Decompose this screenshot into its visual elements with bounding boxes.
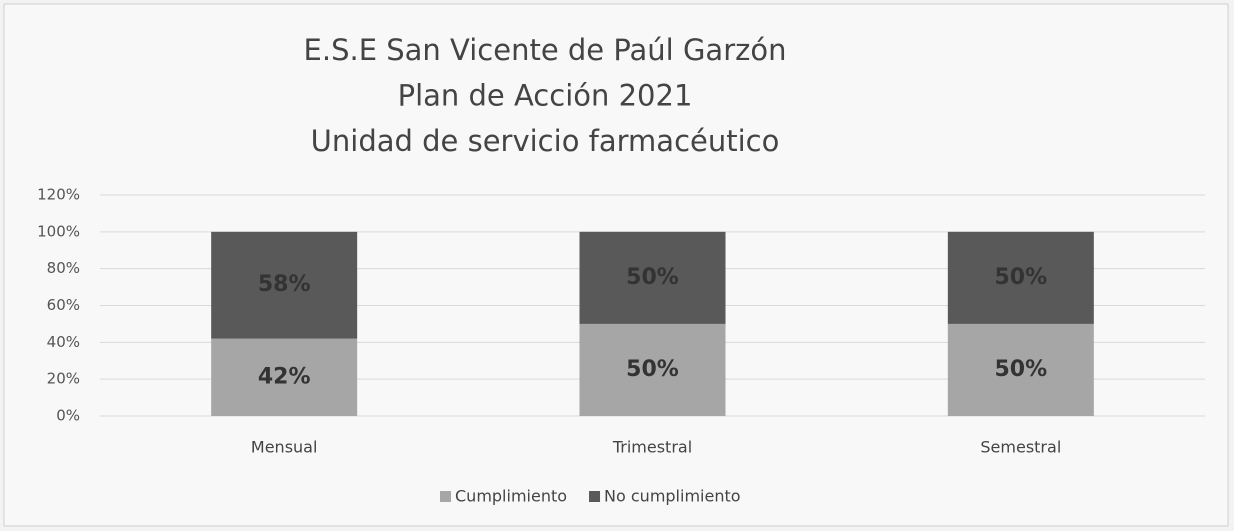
legend-swatch xyxy=(440,491,451,502)
y-tick-label: 80% xyxy=(47,259,80,277)
y-tick-label: 0% xyxy=(56,407,80,425)
chart-title: Unidad de servicio farmacéutico xyxy=(311,124,780,158)
bar-segment xyxy=(947,231,1094,324)
data-label: 50% xyxy=(994,357,1047,382)
data-label: 58% xyxy=(258,272,311,297)
chart-title: Plan de Acción 2021 xyxy=(398,79,693,113)
bar-segment xyxy=(579,231,726,324)
legend-label: Cumplimiento xyxy=(455,487,567,506)
bar-segment xyxy=(947,323,1094,416)
data-label: 50% xyxy=(626,357,679,382)
y-tick-label: 120% xyxy=(37,186,80,204)
data-label: 50% xyxy=(994,265,1047,290)
y-tick-label: 40% xyxy=(47,333,80,351)
x-tick-label: Trimestral xyxy=(612,438,692,457)
chart-title: E.S.E San Vicente de Paúl Garzón xyxy=(304,33,787,67)
x-tick-label: Semestral xyxy=(980,438,1061,457)
y-tick-label: 100% xyxy=(37,222,80,240)
legend-swatch xyxy=(589,491,601,502)
bar-segment xyxy=(211,338,358,416)
legend-label: No cumplimiento xyxy=(604,487,741,506)
x-tick-label: Mensual xyxy=(251,438,318,457)
y-tick-label: 60% xyxy=(47,296,80,314)
data-label: 50% xyxy=(626,265,679,290)
y-tick-label: 20% xyxy=(47,370,80,388)
data-label: 42% xyxy=(258,364,311,389)
bar-segment xyxy=(579,323,726,416)
bar-segment xyxy=(211,231,358,339)
